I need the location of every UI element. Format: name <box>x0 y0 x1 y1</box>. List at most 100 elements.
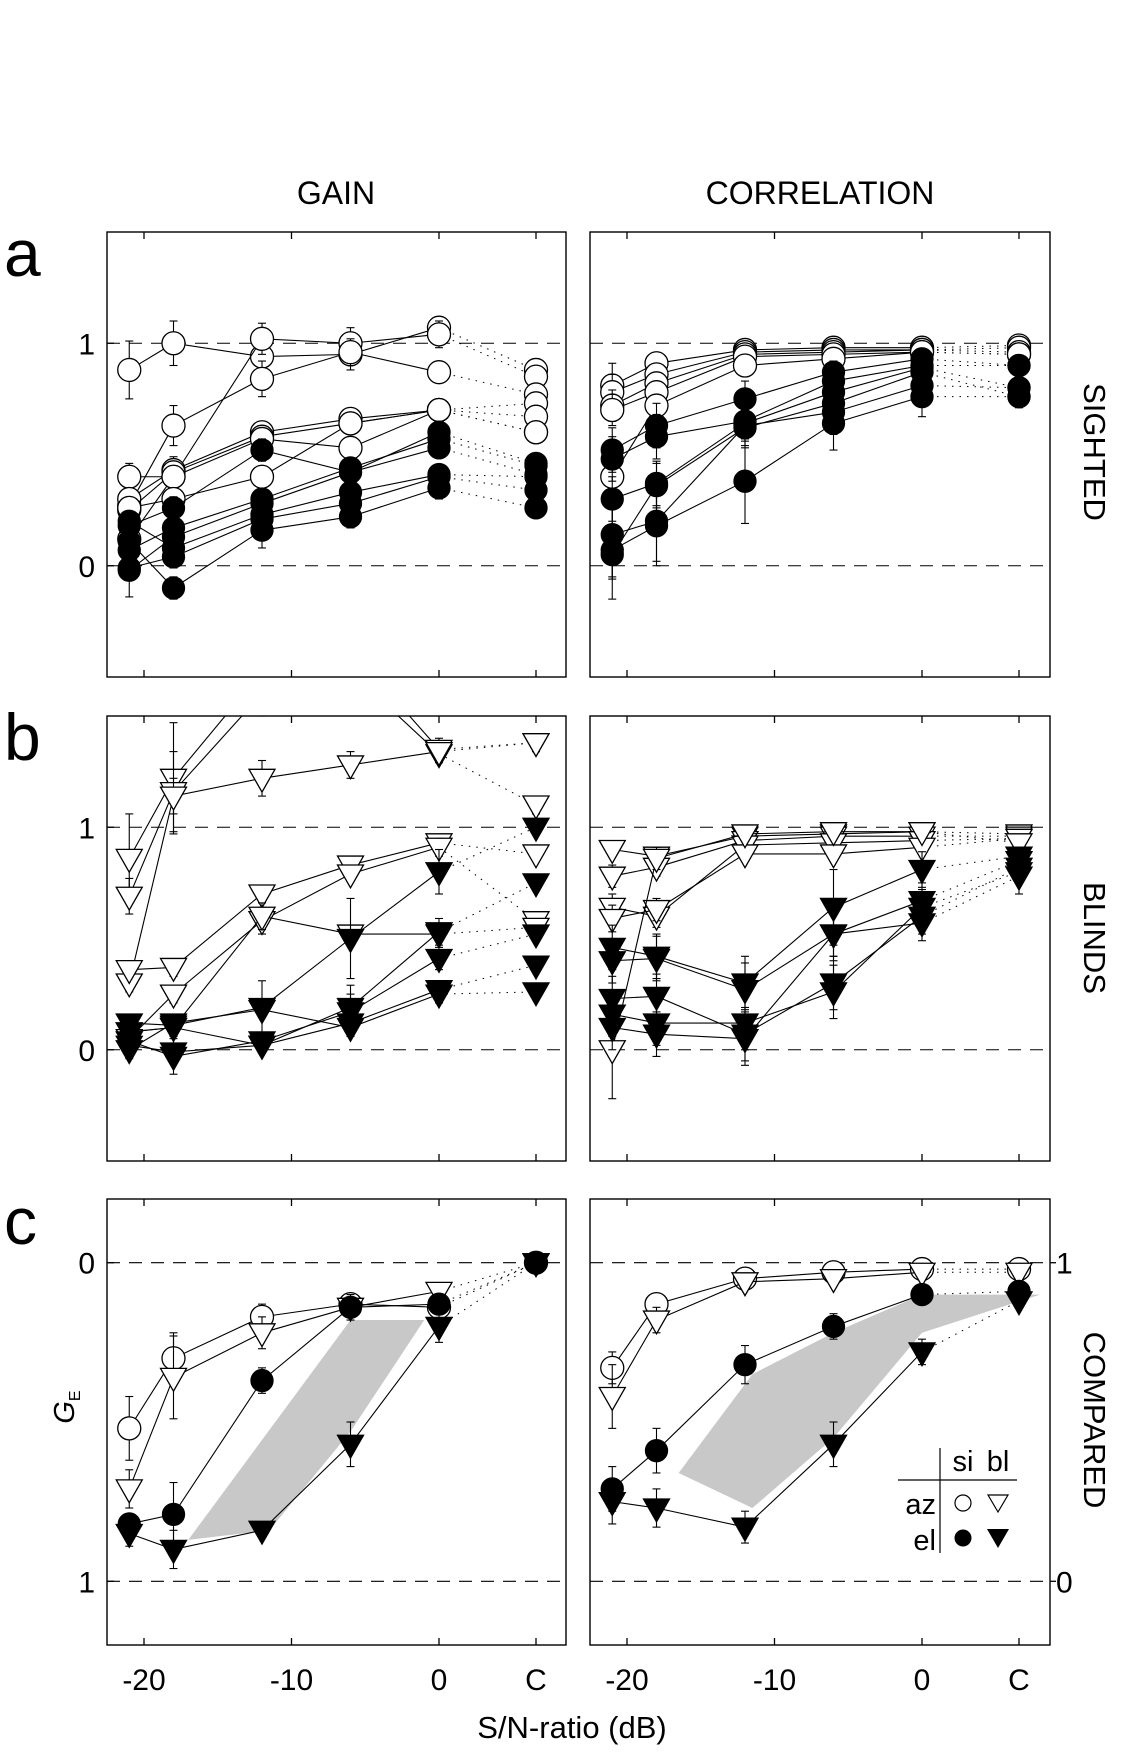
series-dotted-line <box>921 860 1020 902</box>
filled-triangle-marker <box>730 980 760 1005</box>
panel-c-corr: -20 -10 0 C 0 1 <box>589 1198 1073 1697</box>
filled-circle-marker <box>644 425 669 449</box>
series <box>117 476 548 600</box>
filled-circle-marker <box>644 1439 669 1463</box>
filled-triangle-marker <box>424 984 454 1010</box>
series <box>115 733 551 999</box>
open-triangle-marker <box>115 848 144 874</box>
filled-triangle-marker <box>642 1024 671 1050</box>
filled-triangle-marker <box>521 955 551 981</box>
open-triangle-marker <box>598 839 627 865</box>
open-triangle-marker <box>1004 833 1034 858</box>
series-dotted-line <box>438 438 537 467</box>
series <box>117 1251 548 1547</box>
open-triangle-marker <box>819 1268 848 1294</box>
series-dotted-line <box>921 351 1020 355</box>
filled-circle-marker <box>910 1282 934 1307</box>
panel-b-corr <box>589 715 1051 1162</box>
series <box>598 1262 1034 1429</box>
open-triangle-marker <box>247 906 277 932</box>
filled-triangle-marker <box>247 1000 277 1025</box>
series-dotted-line <box>921 1300 1020 1353</box>
filled-triangle-marker <box>1004 1291 1034 1317</box>
legend-row-el: el <box>913 1525 936 1557</box>
series-dotted-line <box>438 846 537 922</box>
series <box>115 640 551 904</box>
filled-triangle-marker <box>642 948 671 974</box>
filled-triangle-marker <box>159 1013 188 1039</box>
series-dotted-line <box>921 371 1020 398</box>
open-triangle-marker <box>521 844 551 870</box>
legend-row-az: az <box>905 1489 936 1521</box>
svg-text:GE: GE <box>49 1390 84 1423</box>
legend-open-triangle-icon <box>986 1494 1010 1514</box>
legend-col-si: si <box>953 1446 974 1478</box>
open-triangle-marker <box>159 957 188 983</box>
open-triangle-marker <box>642 848 671 874</box>
filled-triangle-marker <box>336 1434 365 1460</box>
open-circle-marker <box>600 397 625 423</box>
open-triangle-marker <box>598 1386 627 1412</box>
series-line <box>128 846 440 1040</box>
filled-circle-marker <box>250 1368 274 1393</box>
filled-circle-marker <box>117 556 141 580</box>
series-dotted-line <box>921 358 1020 366</box>
series-group <box>600 333 1032 600</box>
filled-circle-marker <box>600 542 624 567</box>
filled-circle-marker <box>733 469 757 493</box>
y-tick-label: 0 <box>78 1035 95 1068</box>
filled-circle-marker <box>524 496 548 520</box>
open-triangle-marker <box>338 640 364 663</box>
panel-frame <box>106 231 567 678</box>
filled-triangle-marker <box>521 873 551 898</box>
filled-triangle-marker <box>521 924 551 950</box>
y-tick-label: 0 <box>1056 1566 1073 1599</box>
open-triangle-marker <box>247 884 277 910</box>
x-tick-label: -10 <box>753 1664 796 1697</box>
series-dotted-line <box>438 333 537 378</box>
open-circle-marker <box>338 411 363 436</box>
series <box>115 716 551 915</box>
open-triangle-marker <box>159 1367 188 1393</box>
series-dotted-line <box>438 742 537 753</box>
open-circle-marker <box>117 357 142 383</box>
x-axis-label: S/N-ratio (dB) <box>477 1710 666 1745</box>
filled-circle-marker <box>338 460 363 484</box>
filled-circle-marker <box>1007 353 1031 378</box>
filled-triangle-marker <box>521 817 551 843</box>
open-circle-marker <box>426 397 452 423</box>
x-tick-label: -20 <box>122 1664 165 1697</box>
series-dotted-line <box>438 447 537 476</box>
legend-col-bl: bl <box>987 1446 1010 1478</box>
filled-circle-marker <box>644 514 669 538</box>
filled-triangle-marker <box>424 948 454 974</box>
filled-triangle-marker <box>907 913 937 939</box>
series-dotted-line <box>921 866 1020 917</box>
series-dotted-line <box>438 742 537 750</box>
open-circle-marker <box>161 413 186 438</box>
y-tick-label: 0 <box>78 1248 95 1281</box>
open-triangle-marker <box>247 1323 277 1348</box>
series <box>600 360 1031 578</box>
filled-triangle-marker <box>521 1253 551 1278</box>
filled-triangle-marker <box>336 1017 365 1043</box>
series-dotted-line <box>438 1262 537 1308</box>
series-dotted-line <box>921 344 1020 349</box>
legend-open-circle-icon <box>954 1494 972 1512</box>
filled-triangle-marker <box>598 951 627 976</box>
column-title-gain: GAIN <box>297 175 375 211</box>
filled-circle-marker <box>338 1295 363 1319</box>
series-dotted-line <box>438 926 537 935</box>
open-triangle-marker <box>521 795 551 821</box>
open-triangle-marker <box>424 741 454 767</box>
open-circle-marker <box>117 1416 142 1441</box>
series-line <box>128 716 440 859</box>
open-circle-marker <box>338 339 363 365</box>
filled-circle-marker <box>733 1353 757 1377</box>
filled-triangle-marker <box>424 1316 454 1342</box>
series-dotted-line <box>438 1262 537 1327</box>
filled-triangle-marker <box>115 1040 144 1065</box>
panel-frame <box>106 1198 567 1646</box>
open-triangle-marker <box>730 1272 760 1297</box>
panel-frame <box>589 1198 1051 1646</box>
